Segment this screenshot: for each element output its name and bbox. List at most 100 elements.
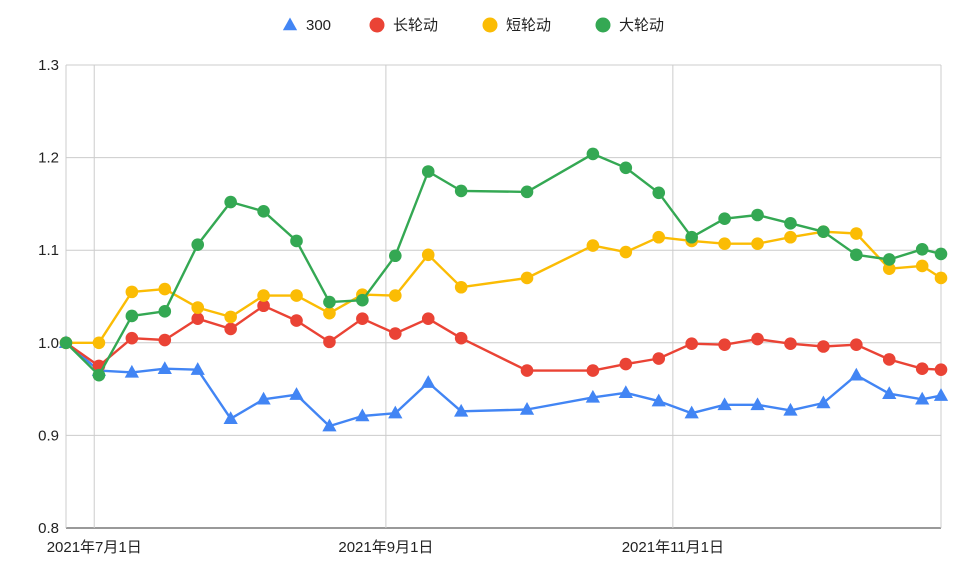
data-point [718,338,731,351]
data-point [356,312,369,326]
legend: 300 长轮动 短轮动 大轮动 [282,17,664,34]
data-point [933,388,949,401]
data-point [223,411,238,424]
data-point [125,331,139,345]
data-point [586,239,600,252]
data-point [934,363,948,376]
data-point [389,327,402,340]
data-point [685,337,698,351]
data-point [454,280,468,294]
data-point [882,386,897,399]
data-point [882,262,896,276]
data-point [652,352,666,365]
data-point [323,295,336,309]
data-point [652,230,666,244]
data-point [256,391,271,405]
data-point [882,253,896,266]
data-point [849,367,864,381]
data-point [651,393,666,407]
data-point [784,337,797,351]
data-point [389,249,402,263]
data-point [125,309,139,323]
data-point [389,289,402,302]
grid [65,64,942,529]
data-point [125,285,139,299]
y-tick-label: 1.3 [38,57,59,74]
data-point [224,322,237,336]
legend-label: 300 [306,17,331,34]
data-point [915,259,929,273]
data-point [619,161,633,175]
data-point [783,402,798,416]
data-point [817,225,830,238]
data-point [751,332,764,346]
data-point [619,357,633,371]
data-point [454,403,469,417]
data-point [158,305,172,318]
data-point [586,364,600,377]
data-point [850,227,863,240]
data-point [257,205,270,218]
series-layer [58,147,949,432]
data-point [750,397,765,411]
data-point [92,336,106,350]
data-point [934,271,948,285]
data-point [816,395,831,409]
data-point [290,234,303,248]
data-point [882,353,896,366]
legend-item: 长轮动 [369,17,438,34]
data-point [684,405,699,419]
legend-label: 短轮动 [506,17,551,34]
legend-label: 长轮动 [393,17,438,34]
data-point [158,333,172,347]
axes: 0.8 0.9 1.0 1.1 1.2 1.3 2021年7月1日 2021年9月1日 2021… [38,57,724,556]
y-tick-label: 0.9 [38,427,59,444]
data-point [421,248,435,262]
data-point [915,242,929,256]
series-line [65,152,942,377]
data-point [454,331,468,345]
data-point [59,336,73,350]
data-point [619,245,633,259]
y-tick-label: 1.2 [38,150,59,167]
legend-item: 短轮动 [482,17,551,34]
data-point [850,248,863,262]
series-1 [59,299,948,377]
data-point [289,387,304,400]
data-point [520,364,534,377]
data-point [718,237,731,251]
data-point [224,195,237,209]
legend-triangle-marker [282,17,298,31]
series-0 [58,335,949,432]
data-point [421,312,435,326]
series-line [65,341,942,428]
data-point [157,361,172,374]
data-point [323,306,336,320]
data-point [124,364,139,378]
x-tick-label: 2021年7月1日 [47,539,142,556]
legend-circle-marker [369,17,385,33]
data-point [421,375,436,388]
data-point [784,217,797,230]
data-point [652,186,666,200]
data-point [190,362,205,375]
data-point [191,301,205,314]
data-point [355,408,370,422]
data-point [618,385,633,399]
data-point [718,212,731,226]
data-point [585,389,601,403]
data-point [850,338,863,351]
data-point [817,340,830,353]
y-tick-label: 1.1 [38,242,59,259]
data-point [191,312,205,326]
y-tick-label: 1.0 [38,335,59,352]
data-point [356,293,369,307]
y-tick-label: 0.8 [38,520,59,537]
legend-item: 大轮动 [595,17,664,34]
series-3 [59,147,948,382]
data-point [751,237,764,251]
data-point [519,401,535,415]
data-point [224,310,237,324]
data-point [915,391,930,405]
